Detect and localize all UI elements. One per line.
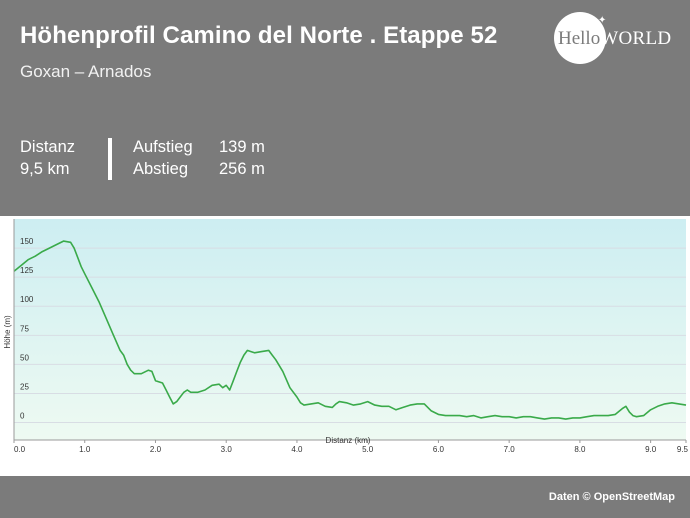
series-layer: [13, 240, 687, 420]
ascent-label: Aufstieg: [133, 138, 193, 156]
plot-area: [14, 219, 686, 440]
ascent-value: 139 m: [219, 138, 265, 156]
x-tick-label: 8.0: [574, 445, 586, 454]
page-title: Höhenprofil Camino del Norte . Etappe 52: [20, 22, 498, 49]
x-tick-label: 7.0: [504, 445, 516, 454]
descent-label: Abstieg: [133, 160, 189, 178]
footer: Daten © OpenStreetMap: [0, 476, 690, 518]
x-tick-label: 9.0: [645, 445, 657, 454]
y-tick-label: 25: [20, 382, 29, 391]
helloworld-logo[interactable]: ✦ HelloWORLD: [554, 12, 678, 64]
logo-text: HelloWORLD: [558, 29, 671, 49]
logo-circle: [554, 12, 606, 64]
y-tick-label: 150: [20, 237, 34, 246]
osm-credit[interactable]: Daten © OpenStreetMap: [548, 491, 675, 503]
elevation-chart-area: 0.0 1.0 2.0 3.0 4.0 5.0 6.0 7.0 8.0 9.0 9.5 0 25 50 7…: [0, 216, 690, 476]
x-tick-label: 1.0: [79, 445, 91, 454]
x-axis-label: Distanz (km): [326, 436, 371, 445]
header: Höhenprofil Camino del Norte . Etappe 52…: [0, 0, 690, 216]
x-tick-label: 0.0: [14, 445, 26, 454]
x-tick-label: 5.0: [362, 445, 374, 454]
distance-label: Distanz: [20, 138, 76, 156]
x-tick-label: 6.0: [433, 445, 445, 454]
y-axis-ticks: 0 25 50 75 100 125 150: [20, 237, 34, 420]
stats-divider: [108, 138, 112, 180]
axes-layer: [13, 219, 686, 441]
bird-icon: ✦: [598, 15, 607, 26]
logo-text-world: WORLD: [600, 28, 672, 49]
x-tick-label: 3.0: [221, 445, 233, 454]
distance-value: 9,5 km: [20, 160, 70, 178]
distance-stat: Distanz 9,5 km: [20, 136, 75, 180]
elevation-chart: 0.0 1.0 2.0 3.0 4.0 5.0 6.0 7.0 8.0 9.0 9.5 0 25 50 7…: [3, 219, 689, 454]
y-tick-label: 100: [20, 295, 34, 304]
x-tick-label: 4.0: [291, 445, 303, 454]
y-tick-label: 75: [20, 324, 29, 333]
grid-lines: [14, 247, 686, 424]
x-tick-label: 9.5: [677, 445, 689, 454]
route-subtitle: Goxan – Arnados: [20, 62, 152, 81]
logo-text-hello: Hello: [558, 28, 601, 49]
y-axis-label: Höhe (m): [3, 315, 12, 349]
y-tick-label: 125: [20, 266, 34, 275]
x-axis-ticks: 0.0 1.0 2.0 3.0 4.0 5.0 6.0 7.0 8.0 9.0 9.5: [13, 440, 689, 454]
elevation-labels: Aufstieg Abstieg: [133, 136, 193, 180]
elevation-line: [13, 240, 687, 420]
descent-value: 256 m: [219, 160, 265, 178]
plot-background: [14, 219, 686, 440]
y-tick-label: 0: [20, 412, 25, 421]
elevation-values: 139 m 256 m: [219, 136, 265, 180]
x-tick-label: 2.0: [150, 445, 162, 454]
y-tick-label: 50: [20, 353, 29, 362]
